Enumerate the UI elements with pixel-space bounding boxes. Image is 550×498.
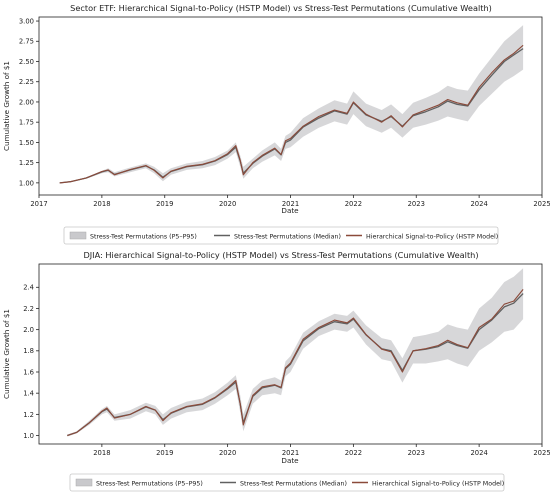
legend-label-median: Stress-Test Permutations (Median) bbox=[240, 481, 347, 488]
legend-label-hstp: Hierarchical Signal-to-Policy (HSTP Mode… bbox=[372, 481, 504, 488]
x-tick-label: 2024 bbox=[470, 449, 487, 457]
x-tick-label: 2022 bbox=[345, 449, 362, 457]
legend-label-band: Stress-Test Permutations (P5–P95) bbox=[96, 481, 203, 488]
y-tick-label: 2.75 bbox=[19, 38, 34, 46]
legend-box bbox=[69, 473, 505, 492]
x-tick-label: 2020 bbox=[219, 449, 236, 457]
y-tick-label: 2.0 bbox=[23, 326, 34, 334]
band-p5-p95 bbox=[59, 25, 524, 183]
y-tick-label: 1.8 bbox=[23, 347, 34, 355]
x-tick-label: 2022 bbox=[345, 200, 362, 208]
x-axis-label: Date bbox=[281, 206, 299, 215]
x-tick-label: 2018 bbox=[93, 200, 110, 208]
y-tick-label: 1.0 bbox=[23, 432, 34, 440]
y-tick-label: 2.2 bbox=[23, 305, 34, 313]
y-tick-label: 3.00 bbox=[19, 17, 34, 25]
x-axis-label: Date bbox=[281, 456, 299, 465]
y-tick-label: 1.25 bbox=[19, 159, 34, 167]
legend-label-median: Stress-Test Permutations (Median) bbox=[234, 234, 341, 241]
legend-label-band: Stress-Test Permutations (P5–P95) bbox=[90, 234, 197, 241]
y-tick-label: 1.75 bbox=[19, 119, 34, 127]
x-tick-label: 2025 bbox=[533, 449, 550, 457]
x-tick-label: 2019 bbox=[156, 449, 173, 457]
x-tick-label: 2023 bbox=[408, 449, 425, 457]
legend-swatch-band bbox=[75, 478, 93, 487]
y-tick-label: 2.25 bbox=[19, 78, 34, 86]
legend: Stress-Test Permutations (P5–P95) Stress… bbox=[69, 473, 505, 492]
x-tick-label: 2023 bbox=[408, 200, 425, 208]
x-tick-label: 2025 bbox=[533, 200, 550, 208]
sector-etf-chart: Sector ETF: Hierarchical Signal-to-Polic… bbox=[2, 3, 550, 245]
legend-label-hstp: Hierarchical Signal-to-Policy (HSTP Mode… bbox=[366, 234, 498, 241]
x-tick-label: 2021 bbox=[282, 449, 299, 457]
x-tick-label: 2017 bbox=[30, 200, 47, 208]
legend: Stress-Test Permutations (P5–P95) Stress… bbox=[63, 226, 499, 245]
plot-layer bbox=[67, 268, 524, 437]
chart-title: Sector ETF: Hierarchical Signal-to-Polic… bbox=[70, 3, 492, 13]
x-axis-ticks: 2017 2018 2019 2020 2021 2022 2023 2024 2025 bbox=[30, 195, 550, 208]
legend-swatch-band bbox=[69, 231, 87, 240]
x-tick-label: 2021 bbox=[282, 200, 299, 208]
legend-box bbox=[63, 226, 499, 245]
x-tick-label: 2019 bbox=[156, 200, 173, 208]
x-tick-label: 2020 bbox=[219, 200, 236, 208]
y-tick-label: 1.50 bbox=[19, 139, 34, 147]
y-tick-label: 1.00 bbox=[19, 179, 34, 187]
djia-chart: DJIA: Hierarchical Signal-to-Policy (HST… bbox=[2, 250, 550, 492]
x-axis-ticks: 2018 2019 2020 2021 2022 2023 2024 2025 bbox=[93, 444, 550, 457]
y-axis-label: Cumulative Growth of $1 bbox=[2, 309, 11, 399]
y-tick-label: 2.00 bbox=[19, 98, 34, 106]
y-axis-ticks: 1.00 1.25 1.50 1.75 2.00 2.25 2.50 2.75 3.00 bbox=[19, 17, 39, 187]
x-tick-label: 2024 bbox=[470, 200, 487, 208]
y-tick-label: 1.6 bbox=[23, 368, 34, 376]
y-axis-label: Cumulative Growth of $1 bbox=[2, 61, 11, 151]
band-p5-p95 bbox=[67, 268, 524, 437]
y-tick-label: 2.50 bbox=[19, 58, 34, 66]
series-line-hstp bbox=[59, 44, 524, 184]
series-line-hstp bbox=[67, 289, 524, 437]
y-tick-label: 1.4 bbox=[23, 390, 34, 398]
chart-title: DJIA: Hierarchical Signal-to-Policy (HST… bbox=[83, 250, 478, 260]
y-axis-ticks: 1.0 1.2 1.4 1.6 1.8 2.0 2.2 2.4 bbox=[23, 284, 39, 440]
y-tick-label: 2.4 bbox=[23, 284, 34, 292]
plot-layer bbox=[59, 25, 524, 184]
x-tick-label: 2018 bbox=[93, 449, 110, 457]
y-tick-label: 1.2 bbox=[23, 411, 34, 419]
